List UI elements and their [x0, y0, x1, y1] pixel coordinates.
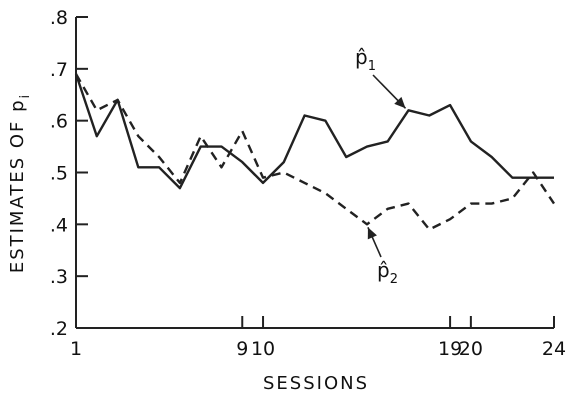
- x-tick-label: 19: [438, 338, 462, 360]
- x-tick-label: 20: [459, 338, 483, 360]
- series-line-1: [74, 73, 554, 190]
- x-tick-label: 1: [70, 338, 82, 360]
- y-tick-label: .5: [50, 163, 68, 185]
- y-tick-label: .2: [50, 318, 68, 340]
- annotation-p1-label: p̂1: [355, 45, 376, 74]
- x-tick-label: 24: [542, 338, 566, 360]
- x-tick-label: 9: [236, 338, 248, 360]
- y-tick-label: .7: [50, 59, 68, 81]
- y-tick-label: .6: [50, 111, 68, 133]
- y-axis-label-subscript: i: [18, 93, 33, 99]
- y-tick-label: .3: [50, 266, 68, 288]
- y-tick-label: .8: [50, 7, 68, 29]
- x-axis-label: SESSIONS: [263, 373, 369, 394]
- annotation-p2-label: p̂2: [377, 258, 398, 287]
- chart-annotations: p̂1 p̂2: [355, 45, 407, 287]
- x-tick-label: 10: [251, 338, 275, 360]
- y-axis-label: ESTIMATES OF pi: [7, 93, 33, 273]
- series-line-2: [74, 73, 555, 231]
- annotation-arrowhead: [367, 227, 377, 240]
- annotation-arrowhead: [394, 96, 406, 109]
- chart-series: [74, 73, 555, 231]
- y-axis-label-text: ESTIMATES OF p: [7, 98, 28, 273]
- chart-axes: [75, 17, 554, 329]
- y-tick-label: .4: [50, 214, 68, 236]
